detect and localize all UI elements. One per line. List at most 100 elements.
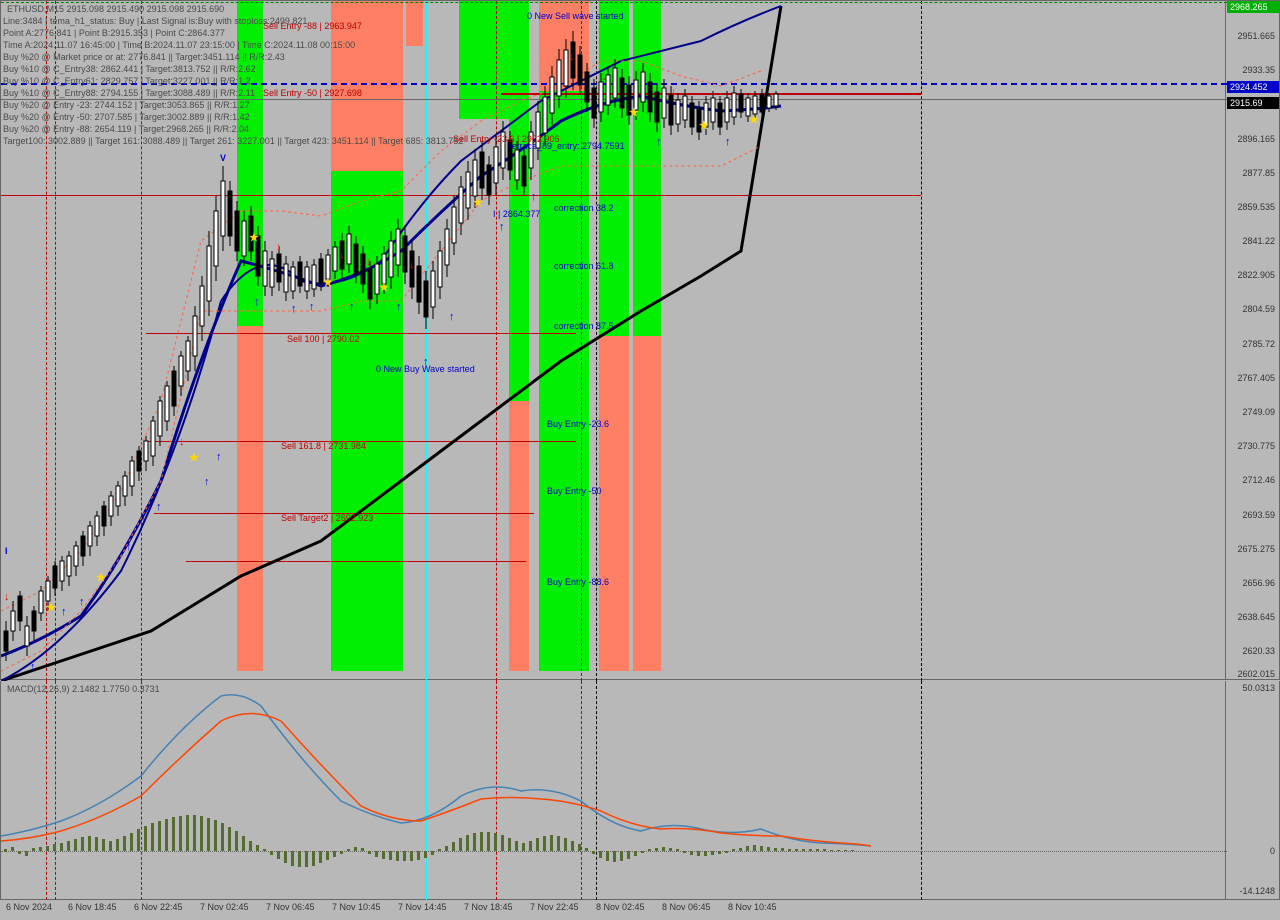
price-tick: 2841.22 [1242, 236, 1275, 246]
x-tick: 7 Nov 22:45 [530, 902, 579, 912]
star: ★ [189, 451, 199, 464]
price-box-high: 2968.265 [1227, 1, 1279, 13]
price-axis: 2968.265 2951.665 2933.35 2924.452 2915.… [1226, 0, 1280, 680]
chart-container: ↓ ↑ ★ ↑ ↑ ★ ↑ ↑ ↑ ↑ ↓ ★ ↑ ↑ ★ ↑ ↓ ↑ ↑ ★ … [0, 0, 1280, 920]
price-tick: 2638.645 [1237, 612, 1275, 622]
arrow-up: ↑ [291, 303, 297, 315]
price-tick: 2675.275 [1237, 544, 1275, 554]
x-tick: 7 Nov 18:45 [464, 902, 513, 912]
arrow-down: ↓ [366, 256, 372, 268]
info-line: Buy %10 @ C_Entry88: 2794.155 | Target:3… [3, 88, 255, 98]
price-tick: 2730.775 [1237, 441, 1275, 451]
x-tick: 7 Nov 10:45 [332, 902, 381, 912]
x-tick: 6 Nov 18:45 [68, 902, 117, 912]
label-new-sell-wave: 0 New Sell wave started [527, 11, 624, 21]
arrow-up: ↑ [79, 596, 85, 608]
label-buy-entry-23: Buy Entry -23.6 [547, 419, 609, 429]
arrow-up: ↑ [531, 191, 537, 203]
label-sell-100: Sell 100 | 2790.02 [287, 334, 359, 344]
arrow-up: ↑ [216, 451, 222, 463]
arrow-down: ↓ [4, 591, 10, 603]
x-tick: 7 Nov 06:45 [266, 902, 315, 912]
info-line: Buy %20 @ Market price or at: 2776.841 |… [3, 52, 285, 62]
arrow-up: ↑ [111, 561, 117, 573]
price-box-current: 2915.69 [1227, 97, 1279, 109]
label-correction-38: correction 38.2 [554, 203, 614, 213]
star: ★ [699, 119, 709, 132]
label-new-buy-wave: 0 New Buy Wave started [376, 364, 475, 374]
label-sell-161: Sell 161.8 | 2731.984 [281, 441, 366, 451]
star: ★ [46, 601, 56, 614]
label-point-b: I | 2864.377 [493, 209, 540, 219]
price-tick: 2785.72 [1242, 339, 1275, 349]
info-line: Buy %20 @ Entry -88: 2654.119 | Target:2… [3, 124, 249, 134]
price-tick: 2749.09 [1242, 407, 1275, 417]
main-price-chart[interactable]: ↓ ↑ ★ ↑ ↑ ★ ↑ ↑ ↑ ↑ ↓ ★ ↑ ↑ ★ ↑ ↓ ↑ ↑ ★ … [0, 0, 1226, 680]
label: I [5, 546, 8, 556]
arrow-up: ↑ [254, 296, 260, 308]
price-tick: 2822.905 [1237, 270, 1275, 280]
macd-axis: 50.0313 0 -14.1248 [1226, 681, 1280, 900]
arrow-down: ↓ [409, 259, 415, 271]
label-sell-target2: Sell Target2 | 2692.923 [281, 513, 373, 523]
info-line: Buy %10 @ C_Entry38: 2862.441 | Target:3… [3, 64, 256, 74]
arrow-up: ↑ [396, 301, 402, 313]
macd-tick: 50.0313 [1242, 683, 1275, 693]
arrow-up: ↑ [61, 606, 67, 618]
arrow-up: ↑ [30, 661, 36, 673]
star: ★ [96, 571, 106, 584]
info-line: Time A:2024.11.07 16:45:00 | Time B:2024… [3, 40, 355, 50]
star: ★ [629, 106, 639, 119]
arrow-down: ↓ [276, 241, 282, 253]
label-buy-entry-88: Buy Entry -88.6 [547, 577, 609, 587]
info-line: Buy %10 @ C_Entry61: 2829.757 | Target:3… [3, 76, 251, 86]
star: ★ [249, 231, 259, 244]
x-axis: 6 Nov 2024 6 Nov 18:45 6 Nov 22:45 7 Nov… [0, 900, 1226, 920]
arrow-up: ↑ [349, 301, 355, 313]
arrow-down: ↓ [569, 51, 575, 63]
macd-svg [1, 681, 1227, 900]
info-line: Line:3484 | tema_h1_status: Buy | Last S… [3, 16, 307, 26]
info-line: Buy %20 @ Entry -50: 2707.585 | Target:3… [3, 112, 250, 122]
arrow-up: ↑ [156, 501, 162, 513]
x-tick: 6 Nov 2024 [6, 902, 52, 912]
macd-tick: 0 [1270, 846, 1275, 856]
price-tick: 2804.59 [1242, 304, 1275, 314]
arrow-up: ↑ [126, 541, 132, 553]
arrow-up: ↑ [725, 136, 731, 148]
label-sell-entry-50: Sell Entry -50 | 2927.698 [263, 88, 362, 98]
label-buy-entry-50: Buy Entry -50 [547, 486, 602, 496]
arrow-up: ↑ [656, 136, 662, 148]
price-tick: 2656.96 [1242, 578, 1275, 588]
price-tick: 2712.46 [1242, 475, 1275, 485]
x-tick: 7 Nov 02:45 [200, 902, 249, 912]
price-tick: 2693.59 [1242, 510, 1275, 520]
info-line: Buy %20 @ Entry -23: 2744.152 | Target:3… [3, 100, 250, 110]
arrow-up: ↑ [499, 221, 505, 233]
arrow-down: ↓ [339, 249, 345, 261]
arrow-down: ↓ [179, 436, 185, 448]
price-tick: 2933.35 [1242, 65, 1275, 75]
label-correction-61: correction 61.8 [554, 261, 614, 271]
star: ★ [323, 276, 333, 289]
star: ★ [473, 196, 483, 209]
arrow-down: ↓ [601, 71, 607, 83]
label-correction-87: correction 87.5 [554, 321, 614, 331]
price-tick: 2877.85 [1242, 168, 1275, 178]
info-line: Point A:2776.841 | Point B:2915.353 | Po… [3, 28, 225, 38]
arrow-up: ↑ [141, 511, 147, 523]
price-tick: 2767.405 [1237, 373, 1275, 383]
x-tick: 7 Nov 14:45 [398, 902, 447, 912]
price-tick: 2951.665 [1237, 31, 1275, 41]
arrow-up: ↑ [204, 476, 210, 488]
info-line: Target100: 3002.889 || Target 161: 3088.… [3, 136, 463, 146]
macd-chart[interactable]: MACD(12,26,9) 2.1482 1.7750 0.3731 [0, 681, 1226, 900]
price-tick: 2859.535 [1237, 202, 1275, 212]
price-tick: 2602.015 [1237, 669, 1275, 679]
arrow-up: ↑ [449, 311, 455, 323]
price-box-level: 2924.452 [1227, 81, 1279, 93]
x-tick: 8 Nov 10:45 [728, 902, 777, 912]
x-tick: 8 Nov 06:45 [662, 902, 711, 912]
star: ★ [379, 281, 389, 294]
macd-tick: -14.1248 [1239, 886, 1275, 896]
